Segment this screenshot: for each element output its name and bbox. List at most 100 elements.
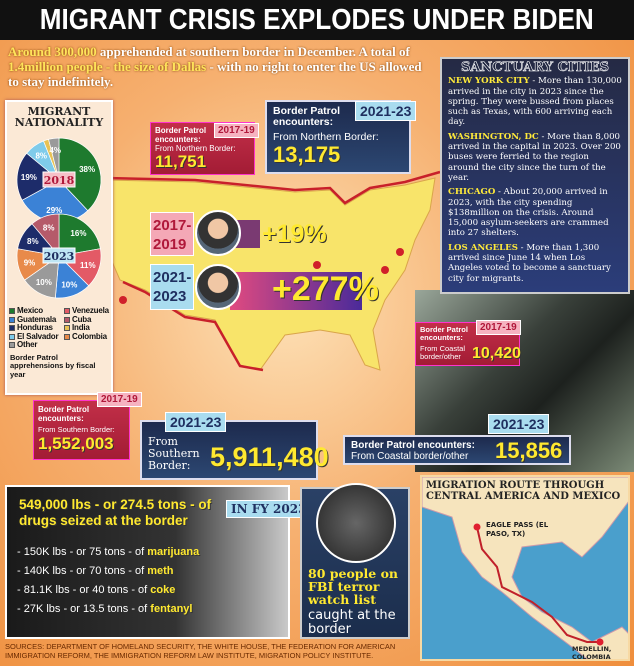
legend-swatch xyxy=(64,308,70,314)
city-text: - About 20,000 arrived in 2023, with the… xyxy=(448,187,609,239)
legend-label: India xyxy=(72,323,90,332)
legend-swatch xyxy=(64,316,70,323)
legend-label: Cuba xyxy=(72,314,92,324)
legend-item: Colombia xyxy=(64,332,109,342)
pie-label: 8% xyxy=(27,237,39,246)
box-value: 10,420 xyxy=(472,345,521,362)
intro-text: Around 300,000 apprehended at southern b… xyxy=(8,44,423,89)
route-title: MIGRATION ROUTE THROUGH CENTRAL AMERICA … xyxy=(426,480,621,502)
headline-bar: MIGRANT CRISIS EXPLODES UNDER BIDEN xyxy=(0,0,634,40)
city-dot-chicago xyxy=(313,261,321,269)
change-value-2021: +277% xyxy=(272,270,379,308)
city-entry: NEW YORK CITY - More than 130,000 arrive… xyxy=(448,76,622,127)
nationality-title: MIGRANT NATIONALITY xyxy=(14,105,104,129)
pie-slice-other xyxy=(48,137,60,181)
pie-label: 10% xyxy=(36,278,52,287)
fy-tag: IN FY 2023 xyxy=(226,500,312,518)
fbi-watchlist-panel: 80 people on FBI terror watch list caugh… xyxy=(300,483,410,639)
city-entry: WASHINGTON, DC - More than 8,000 arrived… xyxy=(448,132,622,183)
change-bar-2021 xyxy=(230,272,362,310)
pie-label: 8% xyxy=(43,224,55,233)
city-name: WASHINGTON, DC xyxy=(448,131,539,142)
nationality-note: Border Patrol apprehensions by fiscal ye… xyxy=(10,352,96,379)
legend-swatch xyxy=(9,342,15,348)
coastal-2021-23-box: Border Patrol encounters: From Coastal b… xyxy=(343,435,571,465)
sources-text: SOURCES: DEPARTMENT OF HOMELAND SECURITY… xyxy=(5,642,396,660)
fbi-text: caught at the border xyxy=(308,608,396,637)
box-label: From Coastal border/other xyxy=(351,451,469,462)
box-label: Border Patrol encounters: xyxy=(420,325,468,342)
box-value: 13,175 xyxy=(273,142,341,167)
drug-item: - 150K lbs - or 75 tons - of marijuana xyxy=(17,543,288,562)
migrant-nationality-panel: MIGRANT NATIONALITY 38% 29% 19% 8% 4% 2018 16%… xyxy=(5,100,113,395)
legend-label: Mexico xyxy=(17,306,43,315)
city-entry: CHICAGO - About 20,000 arrived in 2023, … xyxy=(448,187,622,238)
legend-swatch xyxy=(9,325,15,331)
drug-item: - 27K lbs - or 13.5 tons - of fentanyl xyxy=(17,600,288,619)
southern-border-2017-19-box: Border Patrol encounters: From Southern … xyxy=(33,400,130,460)
intro-text-part: apprehended at southern border in Decemb… xyxy=(96,44,410,59)
period-label-2021-2023: 2021-2023 xyxy=(150,264,194,310)
start-point-dot xyxy=(473,523,481,531)
pie-label: 8% xyxy=(35,152,47,161)
trump-photo xyxy=(195,210,241,256)
drug-amount: - 140K lbs - or 70 tons - of xyxy=(17,565,148,577)
legend-swatch xyxy=(64,325,70,331)
box-value: 11,751 xyxy=(155,152,207,171)
route-start-label: EAGLE PASS (EL PASO, TX) xyxy=(486,521,549,538)
route-end-label: MEDELLIN, COLOMBIA xyxy=(572,645,612,661)
city-name: CHICAGO xyxy=(448,187,496,198)
legend-item: Cuba xyxy=(64,314,109,325)
legend-label: Honduras xyxy=(17,323,53,332)
pie-year: 2023 xyxy=(44,250,75,263)
pie-label: 29% xyxy=(46,206,62,215)
legend-item: Venezuela xyxy=(64,306,109,316)
nationality-legend: Mexico Venezuela Guatemala Cuba Honduras Indi… xyxy=(7,306,111,350)
border-crowd-photo xyxy=(316,483,396,563)
city-name: NEW YORK CITY xyxy=(448,76,530,87)
pie-year-badge xyxy=(42,247,76,264)
box-value: 1,552,003 xyxy=(38,434,114,453)
route-map-graphic xyxy=(422,477,628,659)
drug-item: - 81.1K lbs - or 40 tons - of coke xyxy=(17,581,288,600)
period-tag: 2017-19 xyxy=(476,320,521,335)
period-label-2017-2019: 2017-2019 xyxy=(150,212,194,256)
pie-label: 16% xyxy=(70,229,86,238)
box-value: 15,856 xyxy=(495,438,563,463)
legend-item: Guatemala xyxy=(9,315,64,325)
city-text: - More than 8,000 arrived in the capital… xyxy=(448,131,621,183)
box-label: From Coastal border/other xyxy=(420,344,466,361)
pie-label: 38% xyxy=(79,165,95,174)
box-value: 5,911,480 xyxy=(210,442,329,472)
legend-swatch xyxy=(64,333,70,340)
legend-swatch xyxy=(9,316,15,323)
city-text: - More than 1,300 arrived since June 14 … xyxy=(448,242,611,284)
box-label: Border Patrol encounters: xyxy=(273,105,341,128)
pie-label: 10% xyxy=(61,280,77,289)
pie-slice-mexico xyxy=(58,137,102,212)
box-label: From Southern Border: xyxy=(38,425,115,434)
sanctuary-cities-panel: SANCTUARY CITIES NEW YORK CITY - More th… xyxy=(440,57,630,294)
land-shape xyxy=(422,477,628,659)
drug-name: coke xyxy=(150,584,176,596)
legend-item: India xyxy=(64,323,109,333)
pie-year-badge xyxy=(42,171,76,188)
city-entry: LOS ANGELES - More than 1,300 arrived si… xyxy=(448,243,622,284)
legend-item: Mexico xyxy=(9,306,64,316)
period-tag: 2017-19 xyxy=(97,392,142,407)
drug-name: marijuana xyxy=(147,546,200,558)
period-tag: 2021-23 xyxy=(488,414,550,434)
drug-amount: - 150K lbs - or 75 tons - of xyxy=(17,546,148,558)
legend-item: Honduras xyxy=(9,323,64,333)
box-label: From Northern Border: xyxy=(155,144,236,153)
box-label: From Southern Border: xyxy=(148,435,200,472)
drug-amount: - 27K lbs - or 13.5 tons - of xyxy=(17,603,151,615)
legend-item: El Salvador xyxy=(9,332,64,342)
drug-name: fentanyl xyxy=(150,603,193,615)
change-value-2017: +19% xyxy=(262,220,327,248)
drugs-seized-panel: 549,000 lbs - or 274.5 tons - of drugs s… xyxy=(5,485,290,639)
intro-highlight: 1.4million people - the size of Dallas xyxy=(8,59,207,74)
legend-item: Other xyxy=(9,340,64,350)
pie-label: 11% xyxy=(80,261,96,270)
